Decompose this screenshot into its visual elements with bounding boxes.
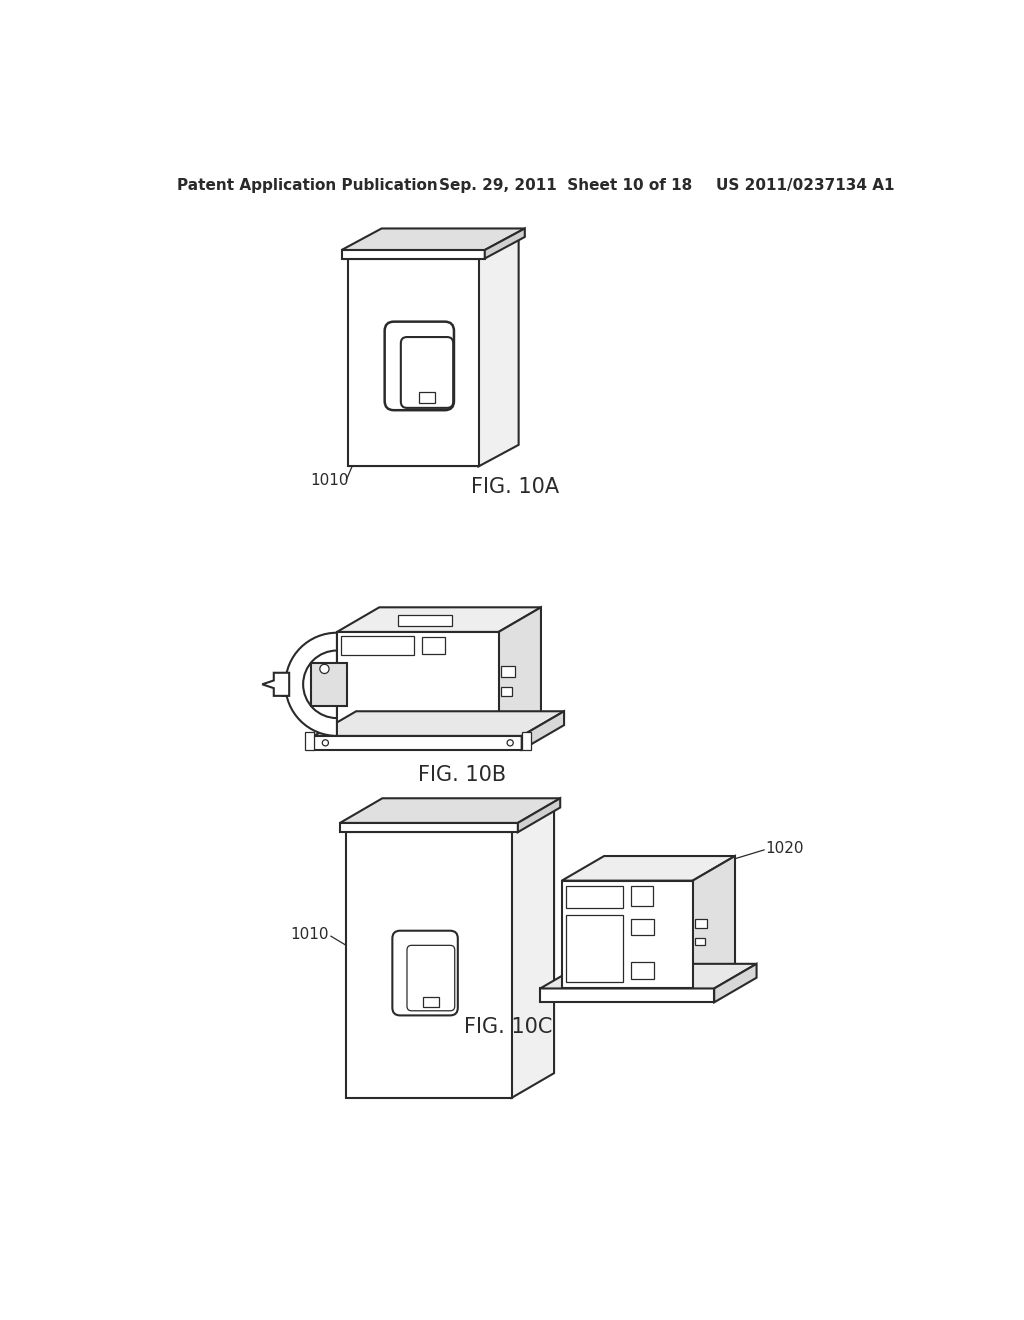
Circle shape bbox=[323, 739, 329, 746]
Polygon shape bbox=[518, 799, 560, 832]
Polygon shape bbox=[262, 673, 289, 696]
Polygon shape bbox=[541, 964, 757, 989]
Polygon shape bbox=[484, 228, 524, 259]
Bar bbox=[419, 392, 435, 404]
Polygon shape bbox=[340, 799, 560, 822]
Bar bbox=[341, 636, 414, 655]
Bar bbox=[501, 665, 515, 677]
Bar bbox=[631, 962, 654, 979]
Polygon shape bbox=[521, 711, 564, 750]
Polygon shape bbox=[521, 733, 531, 750]
Text: Patent Application Publication: Patent Application Publication bbox=[177, 178, 437, 193]
FancyBboxPatch shape bbox=[400, 337, 454, 408]
Text: Sep. 29, 2011  Sheet 10 of 18: Sep. 29, 2011 Sheet 10 of 18 bbox=[438, 178, 692, 193]
Polygon shape bbox=[478, 238, 518, 466]
Text: 1020: 1020 bbox=[280, 685, 317, 700]
Polygon shape bbox=[337, 607, 541, 632]
FancyBboxPatch shape bbox=[407, 945, 455, 1011]
Polygon shape bbox=[541, 989, 714, 1002]
FancyBboxPatch shape bbox=[385, 322, 454, 411]
Text: FIG. 10C: FIG. 10C bbox=[464, 1018, 552, 1038]
Bar bbox=[631, 886, 652, 906]
Text: US 2011/0237134 A1: US 2011/0237134 A1 bbox=[716, 178, 894, 193]
Polygon shape bbox=[499, 607, 541, 737]
Circle shape bbox=[319, 664, 329, 673]
Text: FIG. 10A: FIG. 10A bbox=[471, 478, 560, 498]
Bar bbox=[695, 919, 708, 928]
Polygon shape bbox=[337, 632, 499, 737]
Polygon shape bbox=[348, 238, 518, 259]
Polygon shape bbox=[714, 964, 757, 1002]
Polygon shape bbox=[304, 733, 313, 750]
Bar bbox=[397, 615, 452, 626]
Bar bbox=[565, 915, 624, 982]
Text: 1020: 1020 bbox=[766, 841, 804, 855]
Polygon shape bbox=[512, 808, 554, 1098]
Polygon shape bbox=[342, 228, 524, 249]
Polygon shape bbox=[562, 857, 735, 880]
Polygon shape bbox=[313, 711, 564, 737]
Bar bbox=[501, 688, 512, 696]
Bar bbox=[631, 919, 654, 935]
Bar bbox=[423, 997, 438, 1007]
Polygon shape bbox=[342, 249, 484, 259]
Polygon shape bbox=[346, 832, 512, 1098]
Text: 1010: 1010 bbox=[310, 473, 348, 488]
Circle shape bbox=[507, 739, 513, 746]
Polygon shape bbox=[348, 259, 478, 466]
Text: 1010: 1010 bbox=[291, 927, 330, 942]
Polygon shape bbox=[346, 808, 554, 832]
Wedge shape bbox=[286, 632, 337, 737]
Bar bbox=[695, 937, 705, 945]
Bar bbox=[422, 636, 444, 653]
Polygon shape bbox=[340, 822, 518, 832]
Text: FIG. 10B: FIG. 10B bbox=[418, 764, 506, 784]
Polygon shape bbox=[313, 737, 521, 750]
FancyBboxPatch shape bbox=[392, 931, 458, 1015]
Bar bbox=[565, 886, 624, 908]
Bar bbox=[310, 663, 347, 706]
Polygon shape bbox=[692, 857, 735, 989]
Polygon shape bbox=[562, 880, 692, 989]
